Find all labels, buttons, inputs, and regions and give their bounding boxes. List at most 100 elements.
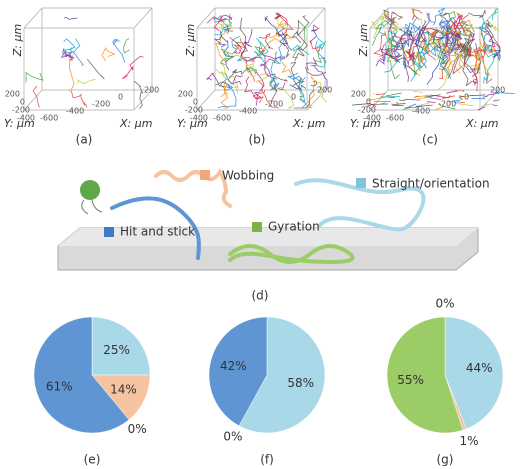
trajectory	[437, 21, 462, 58]
trajectory	[237, 56, 252, 62]
wobbing-icon	[200, 170, 210, 180]
trajectory	[446, 10, 465, 37]
caption: (a)	[76, 133, 93, 147]
trajectory	[269, 59, 280, 88]
trajectory	[259, 32, 271, 39]
trajectory	[217, 81, 237, 109]
trajectory	[373, 10, 388, 39]
trajectory	[364, 103, 376, 108]
trajectory	[396, 26, 416, 51]
y-tick-label: -400	[363, 114, 381, 123]
y-tick-label: -200	[12, 106, 30, 115]
label: Gyration	[268, 220, 320, 234]
trajectory	[484, 28, 501, 61]
x-label: X: μm	[119, 117, 152, 130]
y-label: Y: μm	[4, 117, 35, 130]
y-tick-label: 0	[366, 98, 371, 107]
trajectory	[415, 20, 427, 69]
trajectory	[419, 27, 438, 52]
pie-slice	[91, 316, 151, 376]
trajectory	[387, 17, 398, 47]
trajectory	[393, 12, 404, 20]
slice-label: 0%	[128, 422, 147, 436]
slice-label: 25%	[103, 343, 130, 357]
trajectory	[268, 81, 295, 109]
x-tick-label: 0	[291, 93, 296, 102]
slice-label: 61%	[46, 379, 73, 393]
trajectory	[385, 92, 402, 97]
hit-icon	[104, 227, 114, 237]
trajectory	[478, 106, 486, 111]
trajectory	[379, 44, 401, 62]
trajectory	[133, 80, 144, 109]
pie-slice	[238, 316, 326, 434]
caption: (b)	[249, 133, 266, 147]
trajectory	[451, 17, 467, 30]
straight-path	[294, 178, 426, 232]
x-label: X: μm	[292, 117, 325, 130]
x-tick-label: -400	[239, 107, 257, 116]
trajectory	[277, 17, 289, 28]
trajectory	[279, 60, 293, 77]
trajectory	[392, 17, 399, 33]
trajectory	[437, 40, 457, 91]
slice-label: 14%	[110, 382, 137, 396]
straight-icon	[356, 178, 366, 188]
trajectory	[101, 46, 116, 62]
trajectory	[305, 57, 318, 71]
x-label: X: μm	[465, 117, 498, 130]
trajectory	[434, 106, 444, 110]
trajectory	[486, 19, 501, 53]
trajectory	[459, 96, 463, 101]
trajectory	[493, 99, 500, 102]
trajectory	[424, 94, 441, 98]
flagella	[81, 199, 103, 215]
trajectory	[419, 25, 427, 45]
trajectory	[416, 102, 429, 107]
pie-slice	[444, 316, 504, 430]
trajectory	[412, 90, 423, 93]
trajectory	[258, 46, 266, 55]
y-tick-label: 0	[20, 98, 25, 107]
box-edge	[133, 89, 153, 111]
box-edge	[479, 89, 499, 111]
trajectory	[277, 27, 293, 51]
trajectory	[447, 99, 461, 102]
trajectory	[429, 94, 450, 99]
box-edge	[306, 7, 326, 29]
trajectory	[412, 50, 418, 77]
trajectory	[352, 103, 371, 106]
trajectory	[426, 34, 441, 49]
trajectory	[375, 93, 386, 96]
trajectory	[225, 41, 244, 57]
box-edge	[133, 7, 153, 29]
trajectory	[428, 97, 442, 100]
trajectory	[206, 14, 232, 24]
trajectory	[444, 31, 461, 57]
trajectory	[467, 9, 486, 18]
trajectory	[265, 34, 273, 49]
trajectory	[122, 38, 130, 54]
z-label: Z: μm	[11, 24, 24, 57]
slice-label: 0%	[223, 430, 242, 444]
trajectory	[478, 38, 497, 55]
trajectory	[246, 66, 258, 73]
trajectory	[404, 99, 421, 101]
trajectory	[245, 66, 269, 83]
gyration-icon	[252, 222, 262, 232]
trajectory	[439, 27, 461, 40]
trajectory	[442, 95, 455, 99]
trajectory	[373, 34, 386, 57]
x-tick-label: -200	[92, 100, 110, 109]
trajectory	[405, 106, 411, 109]
trajectory	[25, 71, 44, 83]
trajectory	[380, 102, 386, 105]
trajectory	[309, 40, 321, 52]
trajectory	[426, 28, 439, 36]
trajectory	[407, 28, 422, 44]
trajectory	[479, 32, 493, 85]
trajectory	[68, 54, 75, 92]
trajectory	[290, 61, 303, 91]
trajectory	[485, 103, 487, 105]
trajectory	[306, 75, 316, 109]
